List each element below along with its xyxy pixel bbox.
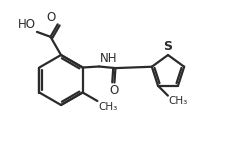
Text: O: O — [47, 11, 56, 24]
Text: HO: HO — [18, 18, 36, 31]
Text: CH₃: CH₃ — [169, 97, 188, 106]
Text: S: S — [163, 40, 173, 53]
Text: CH₃: CH₃ — [98, 102, 117, 112]
Text: NH: NH — [100, 52, 117, 65]
Text: O: O — [110, 84, 119, 97]
